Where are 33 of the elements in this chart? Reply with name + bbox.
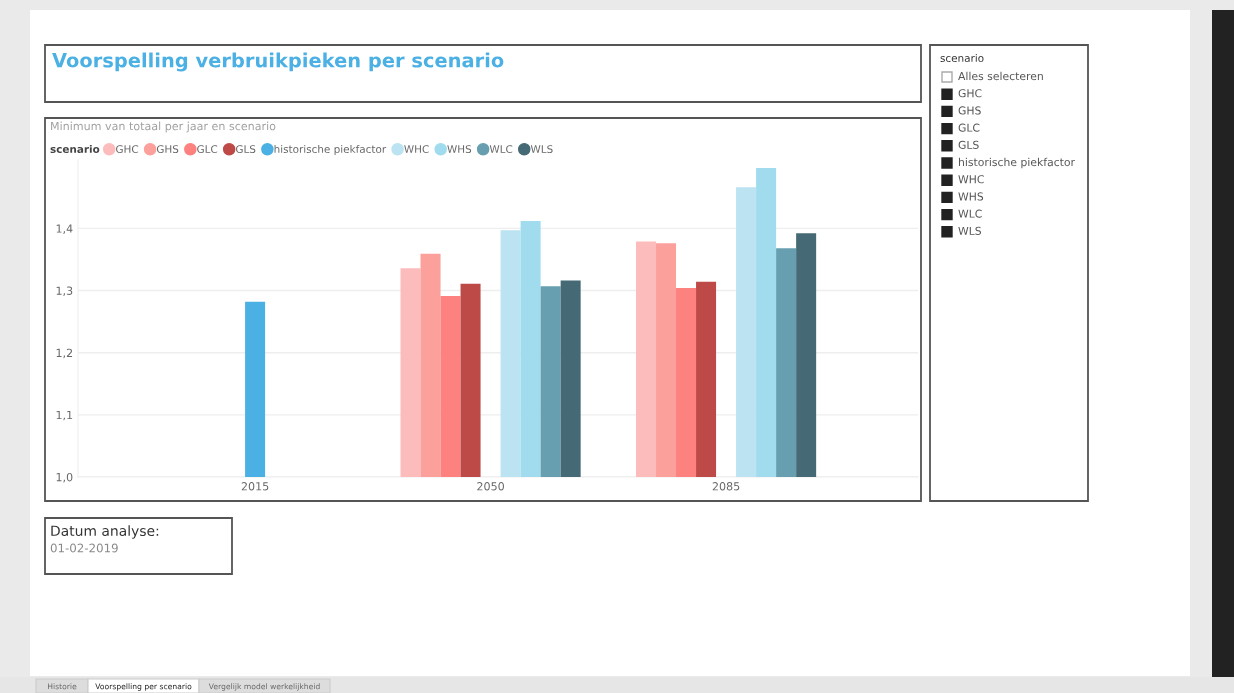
chart-subtitle: Minimum van totaal per jaar en scenario: [51, 121, 276, 133]
legend-label: GLS: [236, 145, 256, 154]
text: WHS: [958, 192, 984, 201]
text: historische piekfactor: [958, 157, 1075, 169]
y-tick-label: 1,3: [56, 286, 73, 297]
text: GHC: [958, 89, 982, 98]
x-tick-label: 2015: [241, 482, 269, 491]
text: 01-02-2019: [50, 543, 118, 553]
text: Alles selecteren: [958, 71, 1043, 81]
text: WLS: [958, 226, 982, 235]
text: scenario: [940, 53, 984, 63]
y-tick-label: 1,0: [56, 472, 73, 483]
legend-title: scenario: [50, 144, 100, 154]
y-tick-label: 1,4: [56, 224, 73, 234]
text: GHS: [958, 106, 981, 115]
text: WHC: [958, 175, 984, 184]
y-tick-label: 1,2: [56, 348, 73, 359]
chart-title: Voorspelling verbruikpieken per scenario: [52, 52, 504, 72]
legend-label: GHS: [156, 145, 179, 154]
x-tick-label: 2085: [712, 482, 740, 491]
legend-label: WLC: [489, 145, 513, 154]
legend-label: WHC: [404, 145, 429, 154]
x-tick-label: 2050: [477, 482, 504, 491]
legend-label: historische piekfactor: [274, 144, 387, 156]
text: Datum analyse:: [51, 525, 159, 539]
legend-label: GLC: [197, 145, 218, 154]
y-tick-label: 1,1: [56, 410, 73, 421]
text: GLS: [958, 140, 979, 149]
legend-label: GHC: [116, 145, 139, 154]
legend-label: WLS: [530, 145, 553, 154]
text: GLC: [958, 123, 980, 132]
text: WLC: [958, 209, 982, 218]
legend-label: WHS: [447, 145, 472, 154]
